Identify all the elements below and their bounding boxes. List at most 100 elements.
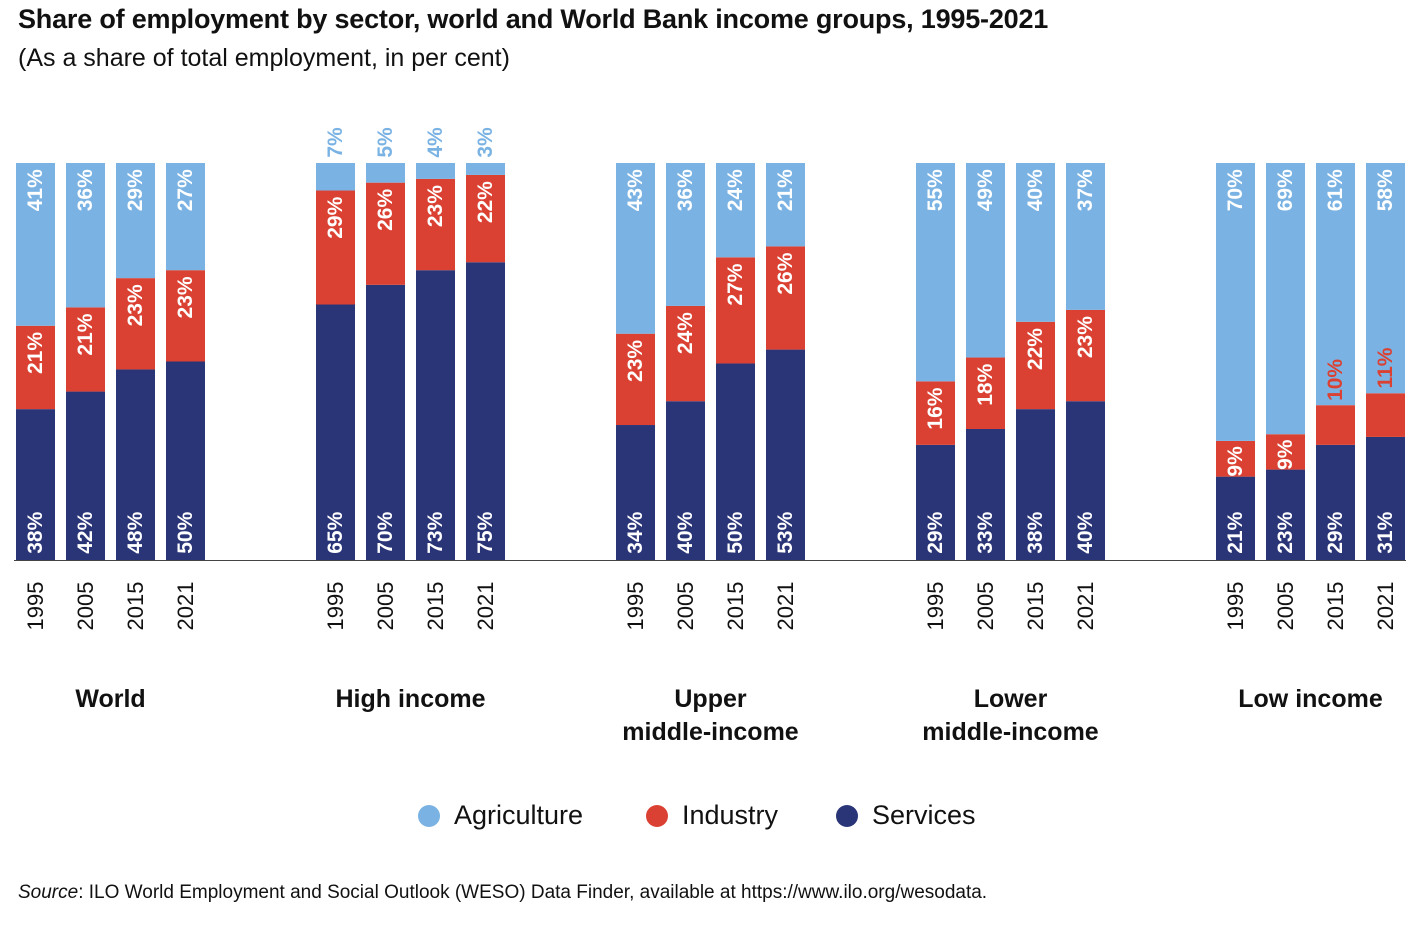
bar-segment-upper-middle-income-1995-industry (616, 333, 655, 426)
data-label-upper-middle-income-2021-agriculture: 21% (774, 169, 797, 211)
data-label-lower-middle-income-1995-industry: 16% (924, 387, 947, 429)
legend-swatch-services (836, 804, 858, 827)
bar-segment-high-income-1995-industry (316, 190, 355, 305)
bar-segment-lower-middle-income-2015-agriculture (1016, 163, 1055, 322)
bar-segment-high-income-2021-industry (466, 174, 505, 263)
bar-segment-upper-middle-income-2015-agriculture (716, 163, 755, 258)
legend-item-industry: Industry (646, 800, 778, 831)
data-label-lower-middle-income-2021-agriculture: 37% (1074, 169, 1097, 211)
bar-segment-low-income-2021-industry (1366, 393, 1405, 437)
source-label: Source (18, 882, 79, 903)
bar-segment-world-2015-agriculture (116, 163, 155, 279)
data-label-upper-middle-income-2021-services: 53% (774, 511, 797, 553)
year-label-lower-middle-income-2015: 2015 (1023, 582, 1048, 631)
bar-segment-low-income-2005-agriculture (1266, 163, 1305, 435)
group-label-high-income: High income (335, 685, 485, 713)
bar-segment-high-income-2005-industry (366, 182, 405, 285)
bar-segment-world-2015-industry (116, 278, 155, 370)
data-label-upper-middle-income-2005-services: 40% (674, 511, 697, 553)
year-label-world-1995: 1995 (23, 582, 48, 631)
data-label-world-2021-services: 50% (174, 511, 197, 553)
bar-segment-high-income-2005-services (366, 284, 405, 560)
bar-segment-upper-middle-income-2015-services (716, 363, 755, 560)
chart-subtitle: (As a share of total employment, in per … (18, 44, 510, 72)
bar-segment-upper-middle-income-2021-services (766, 349, 805, 560)
bar-segment-low-income-1995-services (1216, 476, 1255, 560)
bar-segment-low-income-2015-industry (1316, 405, 1355, 445)
data-label-high-income-2015-agriculture: 4% (424, 127, 447, 158)
bar-segment-lower-middle-income-2015-industry (1016, 321, 1055, 410)
bar-segment-high-income-2021-services (466, 262, 505, 560)
data-label-lower-middle-income-2015-industry: 22% (1024, 328, 1047, 370)
data-label-world-2021-agriculture: 27% (174, 169, 197, 211)
data-label-upper-middle-income-1995-agriculture: 43% (624, 169, 647, 211)
bar-segment-lower-middle-income-1995-services (916, 444, 955, 560)
year-label-lower-middle-income-2021: 2021 (1073, 582, 1098, 631)
year-label-world-2005: 2005 (73, 582, 98, 631)
data-label-low-income-2015-agriculture: 61% (1324, 169, 1347, 211)
data-label-low-income-1995-industry: 9% (1224, 446, 1247, 477)
data-label-world-1995-industry: 21% (24, 332, 47, 374)
data-label-upper-middle-income-2005-industry: 24% (674, 312, 697, 354)
legend-label-agriculture: Agriculture (454, 800, 584, 830)
bar-segment-world-2021-agriculture (166, 163, 205, 271)
group-label-upper-middle-income-line-1: Upper (674, 685, 747, 713)
data-label-low-income-1995-agriculture: 70% (1224, 169, 1247, 211)
data-label-upper-middle-income-2005-agriculture: 36% (674, 169, 697, 211)
bar-segment-low-income-2005-services (1266, 469, 1305, 560)
year-label-world-2015: 2015 (123, 582, 148, 631)
data-label-world-1995-services: 38% (24, 511, 47, 553)
group-label-lower-middle-income-line-1: Lower (974, 685, 1048, 713)
legend-swatch-industry (646, 804, 668, 827)
group-label-low-income: Low income (1238, 685, 1383, 713)
bar-segment-low-income-1995-industry (1216, 440, 1255, 477)
data-label-upper-middle-income-2021-industry: 26% (774, 252, 797, 294)
bar-segment-low-income-2015-services (1316, 444, 1355, 560)
bar-segment-world-2021-industry (166, 270, 205, 362)
data-label-low-income-2005-agriculture: 69% (1274, 169, 1297, 211)
data-label-low-income-2015-services: 29% (1324, 511, 1347, 553)
legend-item-services: Services (836, 800, 976, 831)
bar-segment-lower-middle-income-2021-industry (1066, 309, 1105, 402)
data-label-world-2015-services: 48% (124, 511, 147, 553)
data-label-high-income-2005-services: 70% (374, 511, 397, 553)
bar-segment-lower-middle-income-2021-agriculture (1066, 163, 1105, 310)
bar-segment-upper-middle-income-1995-services (616, 425, 655, 560)
bar-segment-low-income-2005-industry (1266, 434, 1305, 470)
bar-segment-lower-middle-income-1995-agriculture (916, 163, 955, 382)
bar-segment-upper-middle-income-2021-industry (766, 246, 805, 350)
data-label-world-2005-industry: 21% (74, 313, 97, 355)
source-text: : ILO World Employment and Social Outloo… (78, 882, 988, 903)
year-label-low-income-2021: 2021 (1373, 582, 1398, 631)
stacked-bar-chart: 38% 21% 41% 1995 42% 21% 36% 2005 48% 23% 29% 2015 5… (14, 127, 1406, 746)
legend-label-industry: Industry (682, 800, 779, 830)
bar-segment-low-income-2021-agriculture (1366, 163, 1405, 394)
data-label-world-2015-industry: 23% (124, 284, 147, 326)
data-label-low-income-2021-industry: 11% (1374, 347, 1397, 388)
data-label-upper-middle-income-2015-agriculture: 24% (724, 169, 747, 211)
data-label-lower-middle-income-2005-agriculture: 49% (974, 169, 997, 211)
data-label-world-2005-agriculture: 36% (74, 169, 97, 211)
group-label-lower-middle-income-line-2: middle-income (922, 718, 1099, 746)
bar-segment-high-income-2015-services (416, 270, 455, 560)
bar-segment-lower-middle-income-2015-services (1016, 409, 1055, 560)
year-label-world-2021: 2021 (173, 582, 198, 631)
bar-segment-lower-middle-income-2005-industry (966, 357, 1005, 429)
year-label-high-income-2015: 2015 (423, 582, 448, 631)
bar-segment-world-2005-services (66, 391, 105, 560)
data-label-lower-middle-income-2005-services: 33% (974, 511, 997, 553)
bar-segment-world-1995-industry (16, 325, 55, 410)
year-label-upper-middle-income-2005: 2005 (673, 582, 698, 631)
bar-segment-high-income-2015-agriculture (416, 163, 455, 179)
bar-segment-lower-middle-income-2005-services (966, 428, 1005, 560)
legend: Agriculture Industry Services (0, 800, 1418, 844)
data-label-lower-middle-income-2021-services: 40% (1074, 511, 1097, 553)
data-label-low-income-1995-services: 21% (1224, 511, 1247, 553)
data-label-lower-middle-income-2015-services: 38% (1024, 511, 1047, 553)
data-label-high-income-2021-services: 75% (474, 511, 497, 553)
data-label-low-income-2021-services: 31% (1374, 511, 1397, 553)
data-label-high-income-2005-industry: 26% (374, 189, 397, 231)
bar-segment-world-1995-agriculture (16, 163, 55, 326)
year-label-low-income-2015: 2015 (1323, 582, 1348, 631)
data-label-world-2021-industry: 23% (174, 276, 197, 318)
